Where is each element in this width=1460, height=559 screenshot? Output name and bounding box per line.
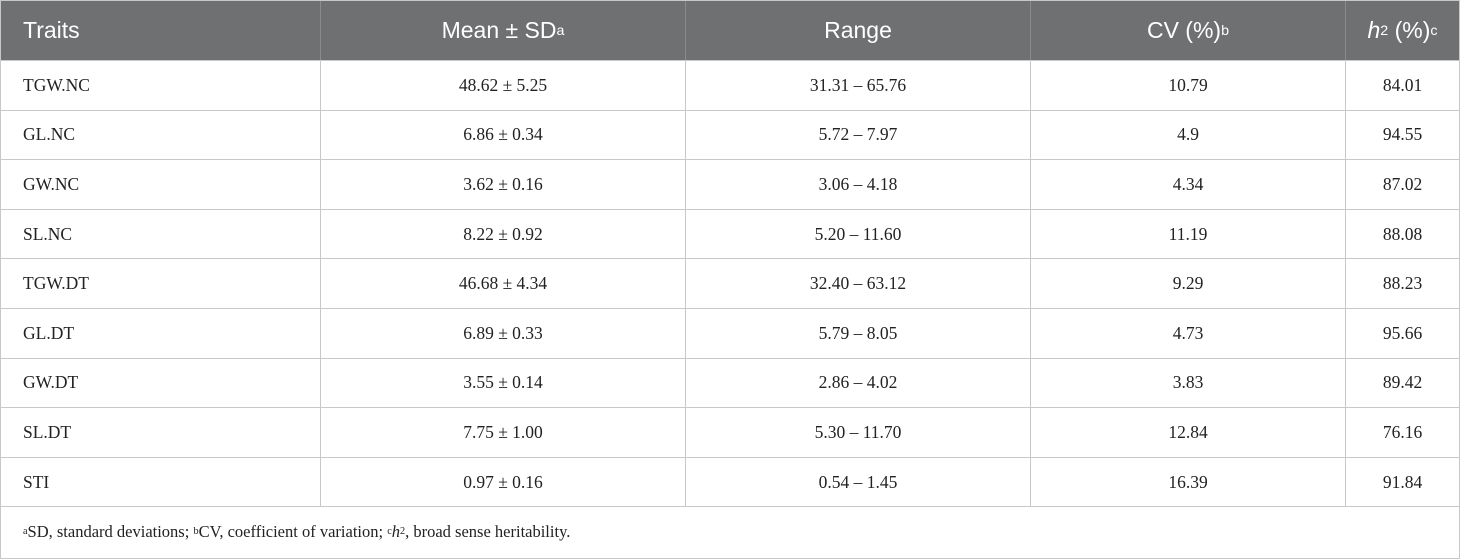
- table-cell: 87.02: [1382, 173, 1423, 194]
- table-row: STI 0.97 ± 0.16 0.54 – 1.45 16.39 91.84: [1, 457, 1459, 508]
- table-cell: GL.DT: [1, 308, 321, 358]
- text: Range: [824, 17, 892, 43]
- table-cell: 95.66: [1382, 322, 1423, 343]
- table-cell: 16.39: [1031, 457, 1346, 507]
- table-cell: 4.34: [1031, 160, 1346, 209]
- table-row: TGW.DT 46.68 ± 4.34 32.40 – 63.12 9.29 88.23: [1, 259, 1459, 309]
- table-cell: GW.NC: [1, 160, 321, 209]
- table-row: SL.DT 7.75 ± 1.00 5.30 – 11.70 12.84 76.16: [1, 408, 1459, 458]
- table-cell: 4.73: [1031, 308, 1346, 358]
- table-row: GW.DT 3.55 ± 0.14 2.86 – 4.02 3.83 89.42: [1, 358, 1459, 409]
- table-cell: 5.79 – 8.05: [686, 308, 1031, 358]
- header-cell: Mean ± SD a: [321, 1, 686, 60]
- table-cell: 31.31 – 65.76: [686, 61, 1031, 110]
- table-cell: 4.9: [1031, 110, 1346, 160]
- header-row: Traits Mean ± SD a Range CV (%) b h 2 (%) c: [1, 1, 1459, 61]
- text: (%): [1388, 17, 1431, 43]
- table-cell: 88.08: [1382, 223, 1423, 244]
- header-cell: Range: [686, 1, 1031, 60]
- table-cell: 32.40 – 63.12: [686, 259, 1031, 308]
- table-cell: 0.97 ± 0.16: [321, 457, 686, 507]
- table-cell: 91.84: [1382, 471, 1423, 492]
- table-cell: 48.62 ± 5.25: [321, 61, 686, 110]
- table-cell: 76.16: [1382, 421, 1423, 442]
- table-cell: 6.86 ± 0.34: [321, 110, 686, 160]
- table-cell: 9.29: [1031, 259, 1346, 308]
- text: CV (%): [1146, 17, 1222, 43]
- table-cell: 94.55: [1382, 124, 1423, 145]
- table-cell: 10.79: [1031, 61, 1346, 110]
- text: CV, coefficient of variation;: [198, 522, 388, 542]
- table-cell: 11.19: [1031, 209, 1346, 259]
- table-cell: 3.06 – 4.18: [686, 160, 1031, 209]
- table-cell: 2.86 – 4.02: [686, 358, 1031, 408]
- table-cell: GL.NC: [1, 110, 321, 160]
- table-cell: 7.75 ± 1.00: [321, 408, 686, 457]
- table-cell: 3.55 ± 0.14: [321, 358, 686, 408]
- text: SD, standard deviations;: [27, 522, 194, 542]
- table-cell: TGW.DT: [1, 259, 321, 308]
- table-cell: SL.NC: [1, 209, 321, 259]
- table-cell: 6.89 ± 0.33: [321, 308, 686, 358]
- table-cell: 0.54 – 1.45: [686, 457, 1031, 507]
- table-row: SL.NC 8.22 ± 0.92 5.20 – 11.60 11.19 88.08: [1, 209, 1459, 260]
- table-cell: 5.72 – 7.97: [686, 110, 1031, 160]
- table-cell: 88.23: [1382, 273, 1423, 294]
- text: , broad sense heritability.: [405, 522, 571, 542]
- table-cell: 3.83: [1031, 358, 1346, 408]
- header-cell: Traits: [1, 1, 321, 60]
- table-cell: 12.84: [1031, 408, 1346, 457]
- table-cell: STI: [1, 457, 321, 507]
- text: Traits: [23, 17, 80, 43]
- table-row: GW.NC 3.62 ± 0.16 3.06 – 4.18 4.34 87.02: [1, 160, 1459, 210]
- table-cell: 8.22 ± 0.92: [321, 209, 686, 259]
- header-cell: CV (%) b: [1031, 1, 1346, 60]
- italic-text: h: [391, 522, 400, 542]
- table-cell: 5.30 – 11.70: [686, 408, 1031, 457]
- table-cell: 84.01: [1382, 74, 1423, 95]
- table-cell: 5.20 – 11.60: [686, 209, 1031, 259]
- table-row: GL.DT 6.89 ± 0.33 5.79 – 8.05 4.73 95.66: [1, 308, 1459, 359]
- table-cell: 46.68 ± 4.34: [321, 259, 686, 308]
- table-cell: TGW.NC: [1, 61, 321, 110]
- table-cell: GW.DT: [1, 358, 321, 408]
- table-row: TGW.NC 48.62 ± 5.25 31.31 – 65.76 10.79 84.0…: [1, 61, 1459, 111]
- footnote: a SD, standard deviations; b CV, coefficie…: [23, 522, 571, 542]
- text: Mean ± SD: [441, 17, 557, 43]
- table-cell: 3.62 ± 0.16: [321, 160, 686, 209]
- italic-text: h: [1367, 17, 1381, 43]
- table-row: GL.NC 6.86 ± 0.34 5.72 – 7.97 4.9 94.55: [1, 110, 1459, 161]
- table-cell: 89.42: [1382, 372, 1423, 393]
- table-cell: SL.DT: [1, 408, 321, 457]
